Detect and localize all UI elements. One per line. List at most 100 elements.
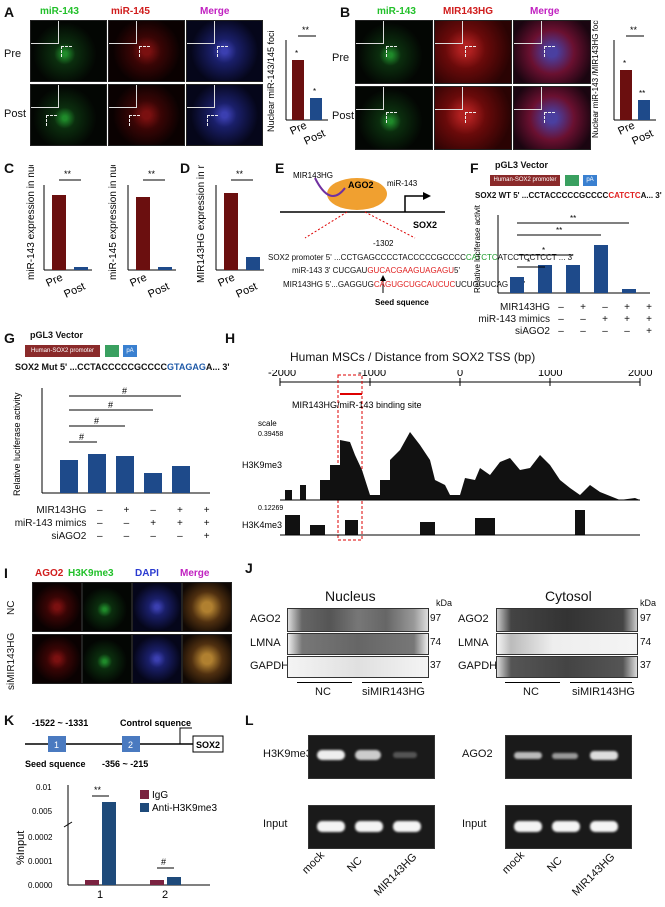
j-c-protein-2: LMNA xyxy=(458,637,489,649)
g-bar-5 xyxy=(172,466,190,493)
micrograph-a-pre-merge xyxy=(186,20,263,82)
panel-i-label: I xyxy=(4,565,8,581)
k-cat-2: 2 xyxy=(162,889,168,901)
panel-c-label: C xyxy=(4,160,15,176)
j-n-blot-gapdh xyxy=(287,656,429,678)
j-n-size-3: 37 xyxy=(430,660,442,671)
i-row-si: siMIR143HG xyxy=(6,632,17,690)
g-pa-box: pA xyxy=(123,345,137,357)
k-ylabel: %Input xyxy=(15,831,27,865)
j-n-protein-2: LMNA xyxy=(250,637,281,649)
panel-h-label: H xyxy=(225,330,236,346)
g-sig-3: # xyxy=(108,400,113,410)
micrograph-b-pre-mir143hg xyxy=(434,20,512,84)
j-n-blot-lmna xyxy=(287,633,429,655)
g-sig-1: # xyxy=(79,432,84,442)
micrograph-a-post-mir145 xyxy=(108,84,185,146)
f-bar-4 xyxy=(594,245,608,293)
h-track2-signal xyxy=(285,510,640,535)
h-track2-name: H3K4me3 xyxy=(242,520,282,530)
i-channel-1: AGO2 xyxy=(35,568,64,579)
panel-g-bar-chart: Relative luciferase activity # # # # xyxy=(12,386,210,496)
panel-g-label: G xyxy=(4,330,15,346)
k-box-1 xyxy=(48,736,66,752)
l-left-row-1: H3K9me3 xyxy=(263,748,312,760)
j-c-size-3: 37 xyxy=(640,660,652,671)
k-sig-1: ** xyxy=(94,785,102,795)
panel-c-ylabel-1: miR-143 expression in nuclear xyxy=(26,165,37,280)
e-seq-mir143: miR-143 3' CUCGAUGUCACGAAGUAGAGU5' xyxy=(292,266,460,275)
k-region1: -1522 ~ -1331 xyxy=(32,718,88,728)
i-channel-2: H3K9me3 xyxy=(68,568,114,579)
l-left-lane-1: mock xyxy=(300,849,328,877)
panel-a-channel-3: Merge xyxy=(200,6,230,17)
h-track1-signal xyxy=(285,432,640,500)
i-nc-dapi xyxy=(132,582,182,632)
l-right-lane-1: mock xyxy=(500,849,528,877)
panel-j-label: J xyxy=(245,560,253,576)
l-right-row-1: AGO2 xyxy=(462,748,493,760)
i-si-merge xyxy=(182,634,232,684)
k-legend-anti-swatch xyxy=(140,803,149,812)
f-sig-1: * xyxy=(527,258,530,267)
g-seq: SOX2 Mut 5' ...CCTACCCCCGCCCCGTAGAGA... … xyxy=(15,362,230,372)
panel-b-mark-post: ** xyxy=(639,89,645,98)
h-tick-1: -2000 xyxy=(268,370,296,379)
h-tick-2: -1000 xyxy=(358,370,386,379)
i-si-ago2 xyxy=(32,634,82,684)
panel-c1-bar-pre xyxy=(52,195,66,270)
panel-d-bar-pre xyxy=(224,193,238,270)
h-tick-3: 0 xyxy=(457,370,463,379)
g-vector: pGL3 Vector xyxy=(30,330,84,340)
f-seq: SOX2 WT 5' ...CCTACCCCCGCCCCCATCTCA... 3… xyxy=(475,191,662,200)
panel-a-mark-pre: * xyxy=(295,49,298,58)
e-ago2-label: AGO2 xyxy=(348,180,374,190)
l-left-gel-chip xyxy=(308,735,435,779)
l-left-gel-input xyxy=(308,805,435,849)
panel-b-bar-pre xyxy=(620,70,632,120)
h-title: Human MSCs / Distance from SOX2 TSS (bp) xyxy=(290,350,536,364)
f-bar-3 xyxy=(566,265,580,293)
j-c-group-nc: NC xyxy=(523,686,539,698)
panel-f-label: F xyxy=(470,160,479,176)
k-legend-igg: IgG xyxy=(152,790,168,801)
panel-b-label: B xyxy=(340,4,351,20)
panel-k-bar-chart: %Input 0.01 0.005 0.0002 0.0001 0.0000 *… xyxy=(15,783,217,901)
i-si-dapi xyxy=(132,634,182,684)
j-kda-1: kDa xyxy=(436,598,453,608)
panel-c2-bar-pre xyxy=(136,197,150,270)
k-bar-1-anti xyxy=(102,802,116,885)
k-legend-igg-swatch xyxy=(140,790,149,799)
panel-b-row-post: Post xyxy=(332,110,355,122)
micrograph-b-pre-merge xyxy=(513,20,591,84)
f-luc-box xyxy=(565,175,579,186)
panel-b-channel-3: Merge xyxy=(530,6,560,17)
j-c-size-2: 74 xyxy=(640,637,652,648)
panel-b-channel-2: MIR143HG xyxy=(443,6,494,17)
k-ytick-5: 0.0000 xyxy=(28,881,53,890)
j-c-group-si: siMIR143HG xyxy=(572,686,635,698)
panel-b-channel-1: miR-143 xyxy=(377,6,416,17)
panel-b-ylabel: Nuclear miR-143 /MIR143HG foci xyxy=(591,20,600,138)
panel-c2-cat-post: Post xyxy=(146,281,171,301)
f-pa-box: pA xyxy=(583,175,597,186)
k-box-1-label: 1 xyxy=(54,740,59,750)
micrograph-a-pre-mir143 xyxy=(30,20,107,82)
panel-k-schematic: 1 2 SOX2 -1522 ~ -1331 Control squence -… xyxy=(25,718,224,769)
panel-b-sig: ** xyxy=(630,25,638,35)
panel-c1-sig: ** xyxy=(64,169,72,179)
panel-a-bar-pre xyxy=(292,60,304,120)
panel-b-bar-chart: Nuclear miR-143 /MIR143HG foci ** * ** P… xyxy=(591,20,656,148)
j-c-protein-3: GAPDH xyxy=(458,660,498,672)
j-c-blot-lmna xyxy=(496,633,638,655)
e-sox2-label: SOX2 xyxy=(413,220,437,230)
panel-h-genome-tracks: -2000 -1000 0 1000 2000 MIR143HG/miR-143… xyxy=(242,370,652,541)
f-condition-table: MIR143HG – + – + + miR-143 mimics – – + + + siAGO2… xyxy=(478,302,652,337)
l-left-row-2: Input xyxy=(263,818,288,830)
panel-f-bar-chart: Relative luciferase activity * * ** ** xyxy=(473,205,650,294)
j-n-size-1: 97 xyxy=(430,613,442,624)
k-bar-2-igg xyxy=(150,880,164,885)
panel-b-row-pre: Pre xyxy=(332,52,350,64)
g-condition-table: MIR143HG – + – + + miR-143 mimics – – + + + siAGO2… xyxy=(14,505,210,542)
k-sig-2: # xyxy=(161,857,166,867)
